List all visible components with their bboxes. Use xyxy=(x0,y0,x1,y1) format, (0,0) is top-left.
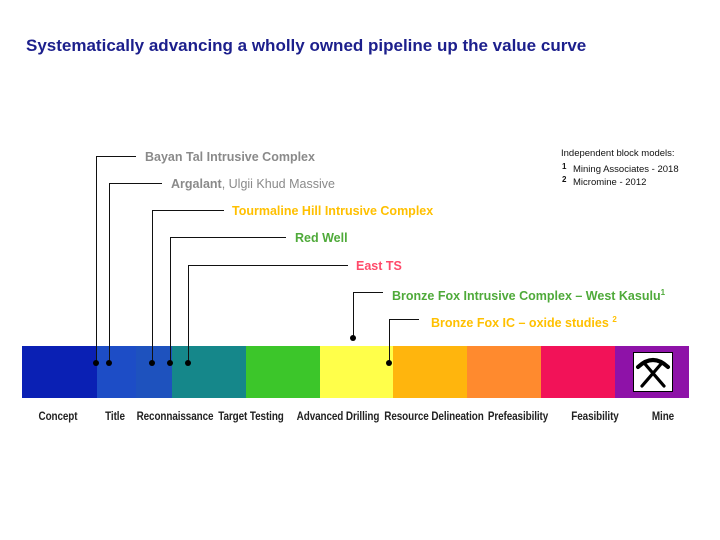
stage-label-mine: Mine xyxy=(651,411,675,423)
callout-line xyxy=(353,292,354,338)
project-marker xyxy=(185,360,191,366)
callout-line xyxy=(152,210,153,363)
project-name: Bronze Fox Intrusive Complex – West Kasu… xyxy=(392,289,661,304)
stage-segment-prefeasibility xyxy=(393,346,467,398)
callout-line xyxy=(170,237,286,238)
legend-item-text: Micromine - 2012 xyxy=(573,177,647,188)
project-marker xyxy=(106,360,112,366)
legend-heading: Independent block models: xyxy=(561,148,675,159)
stage-segment-target-testing xyxy=(172,346,246,398)
stage-label-resource-delineation: Resource Delineation xyxy=(384,411,484,423)
legend-item-number: 2 xyxy=(562,175,567,184)
project-east-ts: East TS xyxy=(356,258,402,274)
project-name: East TS xyxy=(356,259,402,273)
legend-item-text: Mining Associates - 2018 xyxy=(573,164,679,175)
stage-segment-advanced-drilling xyxy=(246,346,320,398)
stage-label-prefeasibility: Prefeasibility xyxy=(487,411,549,423)
callout-line xyxy=(170,237,171,363)
stage-segment-feasibility xyxy=(467,346,541,398)
callout-line xyxy=(188,265,348,266)
stage-label-feasibility: Feasibility xyxy=(571,411,619,423)
callout-line xyxy=(353,292,383,293)
crossed-pickaxes-icon xyxy=(633,352,673,392)
project-marker xyxy=(93,360,99,366)
project-bronze-fox-oxide: Bronze Fox IC – oxide studies 2 xyxy=(431,312,617,331)
stage-segment-concept xyxy=(22,346,97,398)
stage-label-advanced-drilling: Advanced Drilling xyxy=(296,411,380,423)
callout-line xyxy=(152,210,224,211)
stage-label-target-testing: Target Testing xyxy=(218,411,284,423)
project-name: Bayan Tal Intrusive Complex xyxy=(145,150,315,164)
project-name: Red Well xyxy=(295,231,348,245)
stage-segment-reconnaissance xyxy=(136,346,172,398)
project-bayan-tal: Bayan Tal Intrusive Complex xyxy=(145,149,315,165)
stage-label-concept: Concept xyxy=(38,411,78,423)
project-name: Argalant xyxy=(171,177,222,191)
legend-item-number: 1 xyxy=(562,162,567,171)
block-model-ref: 2 xyxy=(612,315,617,324)
callout-line xyxy=(188,265,189,363)
project-tourmaline-hill: Tourmaline Hill Intrusive Complex xyxy=(232,203,433,219)
callout-line xyxy=(109,183,162,184)
project-red-well: Red Well xyxy=(295,230,348,246)
stage-segment-resource-delineation xyxy=(320,346,393,398)
project-marker xyxy=(167,360,173,366)
stage-segment-title xyxy=(97,346,136,398)
callout-line xyxy=(109,183,110,363)
stage-label-title: Title xyxy=(105,411,125,423)
project-name: Tourmaline Hill Intrusive Complex xyxy=(232,204,434,218)
stage-label-reconnaissance: Reconnaissance xyxy=(136,411,214,423)
project-argalant: Argalant, Ulgii Khud Massive xyxy=(171,176,335,192)
project-bronze-fox-west-kasulu: Bronze Fox Intrusive Complex – West Kasu… xyxy=(392,285,665,304)
project-marker xyxy=(386,360,392,366)
page-title: Systematically advancing a wholly owned … xyxy=(26,36,587,55)
project-marker xyxy=(350,335,356,341)
block-model-ref: 1 xyxy=(660,288,666,297)
legend-item: 2 Micromine - 2012 xyxy=(561,175,679,189)
project-name: Bronze Fox IC – oxide studies xyxy=(431,316,609,331)
legend-item: 1 Mining Associates - 2018 xyxy=(561,162,679,176)
callout-line xyxy=(96,156,136,157)
callout-line xyxy=(96,156,97,363)
project-marker xyxy=(149,360,155,366)
callout-line xyxy=(389,319,390,363)
callout-line xyxy=(389,319,419,320)
stage-segment-mine xyxy=(541,346,615,398)
project-name-suffix: , Ulgii Khud Massive xyxy=(221,177,335,191)
block-model-legend: Independent block models: 1 Mining Assoc… xyxy=(561,148,679,189)
